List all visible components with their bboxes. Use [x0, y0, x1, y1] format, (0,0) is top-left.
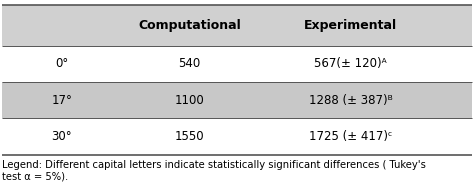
Text: 0°: 0°: [55, 57, 68, 70]
Text: 1100: 1100: [175, 94, 204, 107]
Bar: [2, 82, 472, 118]
Text: 1550: 1550: [175, 130, 204, 143]
Text: 30°: 30°: [51, 130, 72, 143]
Text: 567(± 120)ᴬ: 567(± 120)ᴬ: [314, 57, 387, 70]
Text: 17°: 17°: [51, 94, 72, 107]
Text: 1288 (± 387)ᴮ: 1288 (± 387)ᴮ: [309, 94, 392, 107]
Text: 1725 (± 417)ᶜ: 1725 (± 417)ᶜ: [309, 130, 392, 143]
Text: Computational: Computational: [138, 19, 241, 32]
Text: test α = 5%).: test α = 5%).: [2, 171, 69, 181]
Bar: [2, 5, 472, 46]
Text: Legend: Different capital letters indicate statistically significant differences: Legend: Different capital letters indica…: [2, 160, 426, 170]
Text: Experimental: Experimental: [304, 19, 397, 32]
Text: 540: 540: [179, 57, 201, 70]
